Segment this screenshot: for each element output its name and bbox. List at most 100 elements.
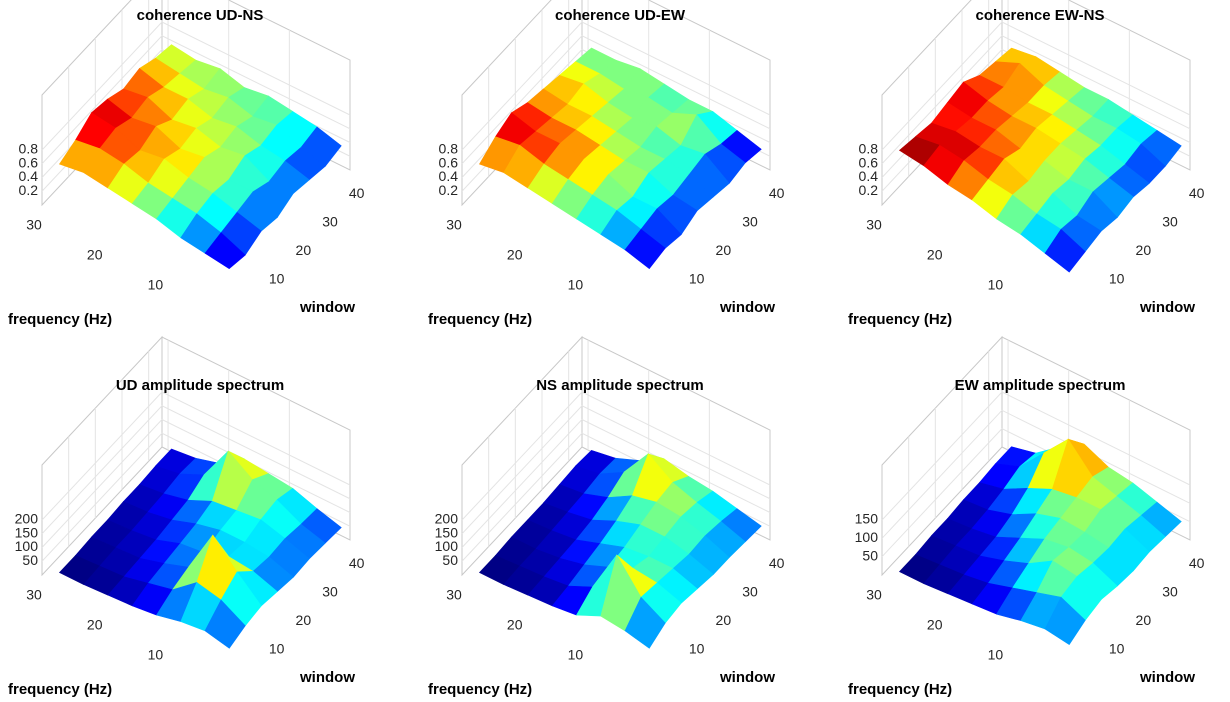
chart-title: EW amplitude spectrum bbox=[955, 377, 1126, 394]
x-axis-label: window bbox=[299, 669, 355, 686]
y-tick-label: 30 bbox=[26, 587, 42, 603]
chart-title: coherence UD-NS bbox=[137, 7, 264, 24]
grid-line bbox=[41, 405, 351, 535]
grid-line bbox=[461, 391, 771, 521]
surface-patch bbox=[204, 232, 246, 270]
y-tick-label: 20 bbox=[507, 617, 523, 633]
surface-patch bbox=[1044, 596, 1086, 646]
x-tick-label: 40 bbox=[769, 185, 785, 201]
x-tick-label: 40 bbox=[349, 555, 365, 571]
z-tick-label: 100 bbox=[435, 538, 459, 554]
z-tick-label: 100 bbox=[15, 538, 39, 554]
z-tick-label: 0.6 bbox=[439, 154, 459, 170]
surface-patch bbox=[204, 599, 246, 649]
y-tick-label: 20 bbox=[927, 617, 943, 633]
z-tick-label: 150 bbox=[855, 511, 879, 527]
y-tick-label: 30 bbox=[446, 217, 462, 233]
z-tick-label: 0.2 bbox=[859, 182, 879, 198]
x-tick-label: 10 bbox=[1109, 640, 1125, 656]
grid-line bbox=[881, 35, 1191, 165]
z-tick-label: 0.6 bbox=[19, 154, 39, 170]
x-axis-label: window bbox=[299, 299, 355, 316]
x-tick-label: 40 bbox=[1189, 555, 1205, 571]
x-tick-label: 10 bbox=[269, 270, 285, 286]
z-tick-label: 200 bbox=[435, 511, 459, 527]
y-tick-label: 20 bbox=[507, 247, 523, 263]
y-axis-label: frequency (Hz) bbox=[428, 681, 532, 698]
x-tick-label: 20 bbox=[1136, 242, 1152, 258]
x-tick-label: 10 bbox=[689, 640, 705, 656]
z-tick-label: 150 bbox=[435, 524, 459, 540]
y-tick-label: 30 bbox=[866, 587, 882, 603]
z-tick-label: 200 bbox=[15, 511, 39, 527]
y-tick-label: 10 bbox=[148, 277, 164, 293]
z-tick-label: 150 bbox=[15, 524, 39, 540]
y-axis-label: frequency (Hz) bbox=[8, 311, 112, 328]
z-tick-label: 50 bbox=[22, 552, 38, 568]
x-tick-label: 10 bbox=[689, 270, 705, 286]
y-tick-label: 10 bbox=[988, 647, 1004, 663]
z-tick-label: 0.4 bbox=[439, 168, 459, 184]
x-tick-label: 20 bbox=[716, 242, 732, 258]
grid-line bbox=[41, 391, 351, 521]
x-tick-label: 10 bbox=[1109, 270, 1125, 286]
y-tick-label: 10 bbox=[988, 277, 1004, 293]
surface-patch bbox=[624, 228, 666, 270]
z-tick-label: 0.6 bbox=[859, 154, 879, 170]
panel: 0.20.40.60.8 10 20 30 40 10 20 30 coherence EW-N… bbox=[848, 0, 1205, 328]
z-tick-label: 0.8 bbox=[859, 141, 879, 157]
x-tick-label: 40 bbox=[769, 555, 785, 571]
y-tick-label: 30 bbox=[446, 587, 462, 603]
grid-line bbox=[41, 35, 351, 165]
grid-line bbox=[41, 21, 351, 151]
z-tick-label: 0.4 bbox=[859, 168, 879, 184]
x-axis-label: window bbox=[1139, 669, 1195, 686]
grid-line bbox=[461, 35, 771, 165]
z-tick-label: 0.2 bbox=[19, 182, 39, 198]
y-tick-label: 20 bbox=[87, 247, 103, 263]
grid-line bbox=[461, 418, 771, 548]
x-tick-label: 30 bbox=[742, 213, 758, 229]
z-tick-label: 0.2 bbox=[439, 182, 459, 198]
x-tick-label: 30 bbox=[742, 583, 758, 599]
z-tick-label: 100 bbox=[855, 529, 879, 545]
z-tick-label: 50 bbox=[862, 547, 878, 563]
x-tick-label: 30 bbox=[1162, 213, 1178, 229]
y-tick-label: 20 bbox=[927, 247, 943, 263]
x-axis-label: window bbox=[719, 669, 775, 686]
grid-line bbox=[881, 391, 1191, 521]
grid-line bbox=[881, 409, 1191, 539]
x-tick-label: 20 bbox=[296, 242, 312, 258]
y-axis-label: frequency (Hz) bbox=[8, 681, 112, 698]
x-tick-label: 20 bbox=[1136, 612, 1152, 628]
x-tick-label: 20 bbox=[296, 612, 312, 628]
y-axis-label: frequency (Hz) bbox=[848, 311, 952, 328]
surface-patch bbox=[1044, 228, 1086, 273]
chart-title: coherence EW-NS bbox=[976, 7, 1105, 24]
grid-line bbox=[41, 418, 351, 548]
z-tick-label: 0.4 bbox=[19, 168, 39, 184]
y-tick-label: 10 bbox=[568, 647, 584, 663]
x-tick-label: 30 bbox=[1162, 583, 1178, 599]
x-axis-label: window bbox=[1139, 299, 1195, 316]
x-tick-label: 30 bbox=[322, 213, 338, 229]
x-tick-label: 10 bbox=[269, 640, 285, 656]
z-tick-label: 0.8 bbox=[439, 141, 459, 157]
x-tick-label: 40 bbox=[349, 185, 365, 201]
y-tick-label: 10 bbox=[148, 647, 164, 663]
y-tick-label: 10 bbox=[568, 277, 584, 293]
x-axis-label: window bbox=[719, 299, 775, 316]
y-tick-label: 20 bbox=[87, 617, 103, 633]
y-axis-label: frequency (Hz) bbox=[848, 681, 952, 698]
z-tick-label: 0.8 bbox=[19, 141, 39, 157]
surface-patch bbox=[624, 596, 666, 649]
chart-title: UD amplitude spectrum bbox=[116, 377, 284, 394]
grid-line bbox=[461, 21, 771, 151]
panel: 50 100 150 10 20 30 40 10 20 30 EW amplitude spect… bbox=[848, 335, 1205, 698]
grid-line bbox=[881, 21, 1191, 151]
x-tick-label: 30 bbox=[322, 583, 338, 599]
x-tick-label: 20 bbox=[716, 612, 732, 628]
